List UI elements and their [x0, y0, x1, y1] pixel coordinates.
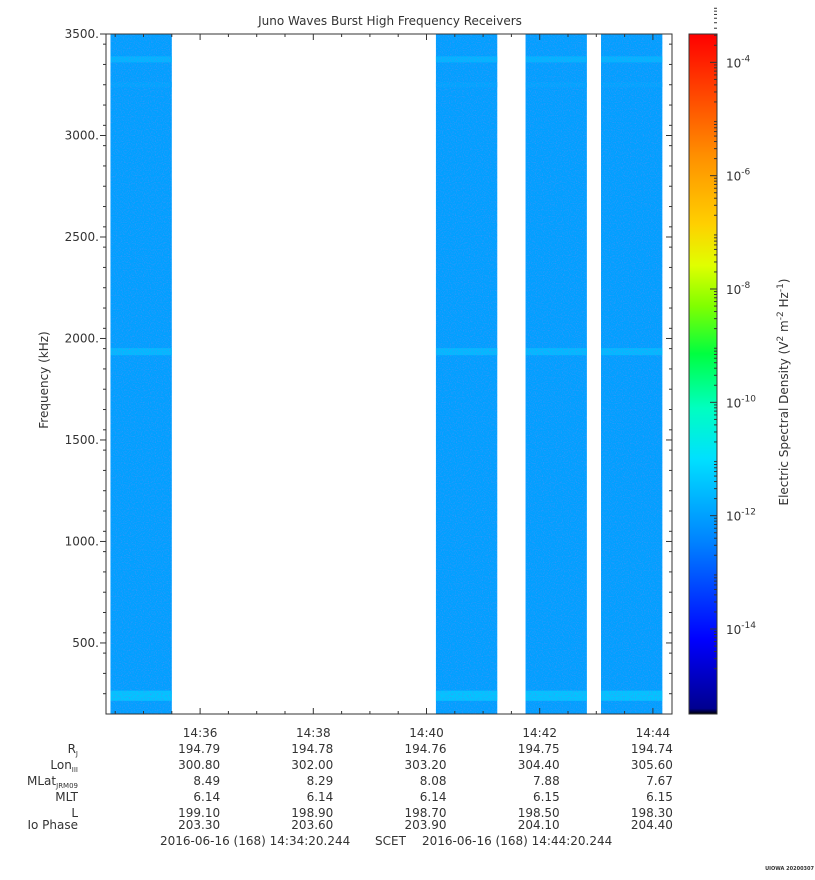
x-tick-label: 14:44 [636, 726, 671, 740]
y-tick-label: 3500. [65, 27, 99, 41]
noise-texture [525, 34, 587, 714]
y-tick-label: 3000. [65, 128, 99, 142]
y-axis: 500. 1000. 1500. 2000. 2500. 3000. 3500. [65, 27, 672, 695]
chart-title: Juno Waves Burst High Frequency Receiver… [257, 14, 522, 28]
colorbar-label: Electric Spectral Density (V2 m-2 Hz-1) [776, 278, 791, 505]
spectrogram-plot [105, 33, 673, 715]
data-interval-2 [435, 34, 498, 714]
colorbar-tick-label: 10-4 [726, 54, 751, 70]
x-tick-label: 14:40 [409, 726, 444, 740]
noise-texture [601, 34, 663, 714]
footer-start-time: 2016-06-16 (168) 14:34:20.244 [160, 834, 351, 848]
colorbar-frame [688, 33, 718, 715]
footer-scet-label: SCET [375, 834, 406, 848]
footer-end-time: 2016-06-16 (168) 14:44:20.244 [422, 834, 613, 848]
colorbar-tick-label: 10-10 [726, 394, 756, 410]
y-tick-label: 1500. [65, 433, 99, 447]
y-tick-label: 2000. [65, 331, 99, 345]
colorbar-tick-label: 10-14 [726, 621, 756, 637]
colorbar-tick-label: 10-6 [726, 168, 751, 184]
noise-texture [110, 34, 172, 714]
colorbar-tick-label: 10-12 [726, 508, 756, 524]
y-tick-label: 1000. [65, 534, 99, 548]
plot-frame [105, 33, 673, 715]
data-interval-1 [110, 34, 172, 714]
x-tick-label: 14:38 [296, 726, 331, 740]
noise-texture [435, 34, 498, 714]
data-interval-4 [601, 34, 663, 714]
y-axis-label: Frequency (kHz) [37, 331, 51, 428]
colorbar-tick-label: 10-8 [726, 281, 751, 297]
x-axis: 14:36 14:38 14:40 14:42 14:44 [114, 34, 671, 740]
colorbar-gradient [689, 34, 717, 714]
data-interval-3 [525, 34, 587, 714]
uiowa-stamp: UIOWA 20200307 [765, 866, 814, 872]
x-tick-label: 14:36 [183, 726, 218, 740]
y-tick-label: 500. [72, 636, 99, 650]
y-tick-label: 2500. [65, 230, 99, 244]
colorbar: 10-14 10-12 10-10 10-8 10-6 10-4 Electric Spec… [688, 7, 791, 715]
x-tick-label: 14:42 [522, 726, 557, 740]
